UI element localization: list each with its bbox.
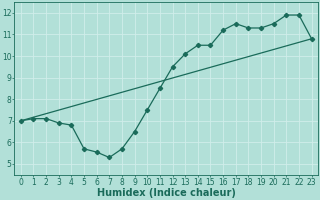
- X-axis label: Humidex (Indice chaleur): Humidex (Indice chaleur): [97, 188, 236, 198]
